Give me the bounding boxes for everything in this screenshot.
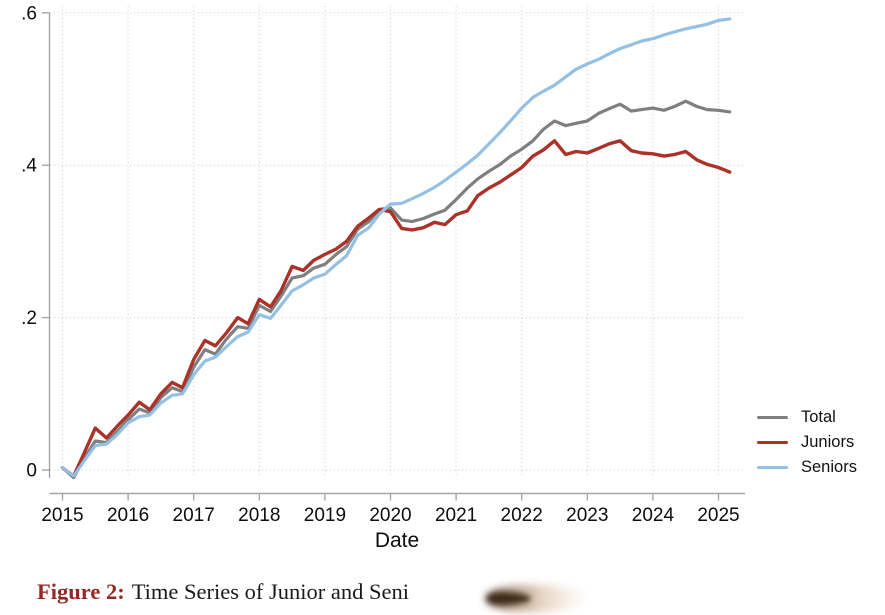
legend-label-juniors: Juniors (801, 433, 855, 451)
figure-caption-text: Time Series of Junior and Seni (131, 579, 409, 604)
x-tick-label: 2016 (107, 505, 149, 526)
legend-entry-juniors: Juniors (757, 430, 857, 455)
x-tick-label: 2021 (435, 505, 477, 526)
y-tick-label: 0 (26, 461, 37, 482)
y-tick-label: .4 (21, 156, 37, 177)
x-axis-title: Date (375, 529, 419, 552)
x-tick-label: 2019 (304, 505, 346, 526)
legend-entry-total: Total (757, 405, 857, 430)
x-tick-label: 2015 (41, 505, 83, 526)
x-tick-label: 2022 (501, 505, 543, 526)
figure-caption: Figure 2: Time Series of Junior and Seni (37, 579, 409, 605)
seniors-line-swatch (757, 465, 788, 470)
x-tick-label: 2017 (173, 505, 215, 526)
legend-label-seniors: Seniors (801, 458, 857, 476)
series-line-total (60, 99, 732, 480)
legend-entry-seniors: Seniors (757, 455, 857, 480)
figure-caption-label: Figure 2: (37, 579, 125, 604)
chart-legend: Total Juniors Seniors (757, 405, 857, 480)
time-series-chart: 0 .2 .4 .6 2015 2016 2017 2018 2019 2020 2021 2022 2… (21, 3, 745, 552)
juniors-line-swatch (757, 440, 788, 445)
total-line-swatch (757, 415, 788, 420)
x-tick-label: 2020 (369, 505, 411, 526)
y-tick-label: .6 (21, 3, 37, 24)
series-line-seniors (60, 17, 732, 478)
x-tick-label: 2025 (697, 505, 739, 526)
redaction-smudge (486, 585, 588, 612)
redaction-smudge-core (487, 593, 531, 604)
y-tick-label: .2 (21, 308, 37, 329)
legend-label-total: Total (801, 408, 836, 426)
x-tick-label: 2018 (238, 505, 280, 526)
series-line-juniors (60, 139, 732, 478)
x-tick-label: 2023 (566, 505, 608, 526)
x-tick-label: 2024 (632, 505, 675, 526)
